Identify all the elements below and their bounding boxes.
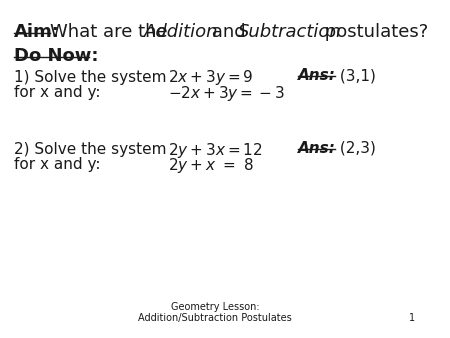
Text: $2y+ x \ =\ 8$: $2y+ x \ =\ 8$	[168, 156, 253, 175]
Text: Addition: Addition	[144, 23, 219, 41]
Text: Ans:: Ans:	[298, 68, 336, 83]
Text: $2y+3x = 12$: $2y+3x = 12$	[168, 141, 263, 160]
Text: Aim:: Aim:	[14, 23, 60, 41]
Text: and: and	[206, 23, 252, 41]
Text: for x and y:: for x and y:	[14, 157, 101, 172]
Text: postulates?: postulates?	[320, 23, 429, 41]
Text: Do Now:: Do Now:	[14, 47, 99, 65]
Text: 2) Solve the system: 2) Solve the system	[14, 142, 166, 157]
Text: 1: 1	[410, 313, 415, 323]
Text: Geometry Lesson:
Addition/Subtraction Postulates: Geometry Lesson: Addition/Subtraction Po…	[138, 301, 292, 323]
Text: (3,1): (3,1)	[335, 68, 376, 83]
Text: for x and y:: for x and y:	[14, 85, 101, 100]
Text: 1) Solve the system: 1) Solve the system	[14, 70, 166, 85]
Text: $-2x+3y = -3$: $-2x+3y = -3$	[168, 83, 285, 102]
Text: $2x+3y = 9$: $2x+3y = 9$	[168, 68, 253, 88]
Text: (2,3): (2,3)	[335, 141, 376, 156]
Text: Subtraction: Subtraction	[238, 23, 341, 41]
Text: Ans:: Ans:	[298, 141, 336, 156]
Text: What are the: What are the	[50, 23, 174, 41]
